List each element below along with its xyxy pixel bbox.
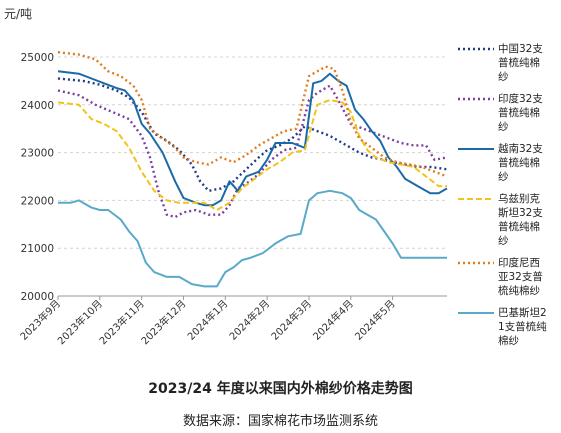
legend-swatch-india	[458, 97, 494, 101]
y-tick-label: 20000	[21, 291, 54, 303]
legend-item-indonesia: 印度尼西亚32支普梳纯棉纱	[458, 256, 558, 298]
y-tick-label: 23000	[21, 148, 54, 160]
x-axis-ticks: 2023年9月2023年10月2023年11月2023年12月2024年1月20…	[17, 296, 398, 347]
legend-swatch-indonesia	[458, 261, 494, 265]
legend-swatch-vietnam	[458, 148, 494, 150]
series-line-1	[57, 84, 448, 219]
legend-label-indonesia: 印度尼西亚32支普梳纯棉纱	[498, 257, 543, 297]
legend-label-pakistan: 巴基斯坦21支普梳纯棉纱	[498, 307, 547, 347]
legend-label-india: 印度32支普梳纯棉纱	[498, 93, 543, 133]
series-line-5	[58, 189, 447, 288]
y-tick-label: 22000	[21, 195, 54, 207]
x-tick-label: 2024年3月	[268, 297, 314, 343]
y-axis-ticks: 20000 21000 22000 23000 24000 25000	[21, 52, 54, 303]
legend-swatch-uzbekistan	[458, 198, 494, 200]
series-line-3	[57, 99, 447, 211]
x-tick-label: 2023年12月	[138, 297, 188, 347]
series-lines	[57, 51, 448, 288]
legend-label-vietnam: 越南32支普梳纯棉纱	[498, 143, 543, 183]
y-tick-label: 25000	[21, 52, 54, 64]
legend-item-china: 中国32支普梳纯棉纱	[458, 42, 558, 84]
legend-label-china: 中国32支普梳纯棉纱	[498, 43, 543, 83]
series-line-2	[57, 70, 448, 207]
y-axis-unit-label: 元/吨	[4, 7, 32, 21]
gridlines	[58, 56, 447, 297]
legend-item-india: 印度32支普梳纯棉纱	[458, 92, 558, 134]
legend-item-vietnam: 越南32支普梳纯棉纱	[458, 142, 558, 184]
chart-caption-source: 数据来源：国家棉花市场监测系统	[182, 414, 378, 429]
series-line-4	[57, 51, 448, 178]
legend-label-uzbekistan: 乌兹别克斯坦32支普梳纯棉纱	[498, 193, 543, 247]
legend-swatch-pakistan	[458, 312, 494, 314]
x-tick-label: 2024年4月	[310, 297, 356, 343]
legend: 中国32支普梳纯棉纱 印度32支普梳纯棉纱 越南32支普梳纯棉纱 乌兹别克斯坦3…	[458, 42, 558, 356]
x-tick-label: 2024年2月	[226, 297, 272, 343]
x-tick-label: 2024年1月	[185, 297, 231, 343]
y-tick-label: 24000	[21, 100, 54, 112]
legend-item-pakistan: 巴基斯坦21支普梳纯棉纱	[458, 306, 558, 348]
legend-item-uzbekistan: 乌兹别克斯坦32支普梳纯棉纱	[458, 192, 558, 248]
x-tick-label: 2023年9月	[17, 297, 63, 343]
chart-caption-title: 2023/24 年度以来国内外棉纱价格走势图	[148, 381, 413, 397]
y-tick-label: 21000	[21, 243, 54, 255]
x-tick-label: 2024年5月	[352, 297, 398, 343]
legend-swatch-china	[458, 47, 494, 51]
